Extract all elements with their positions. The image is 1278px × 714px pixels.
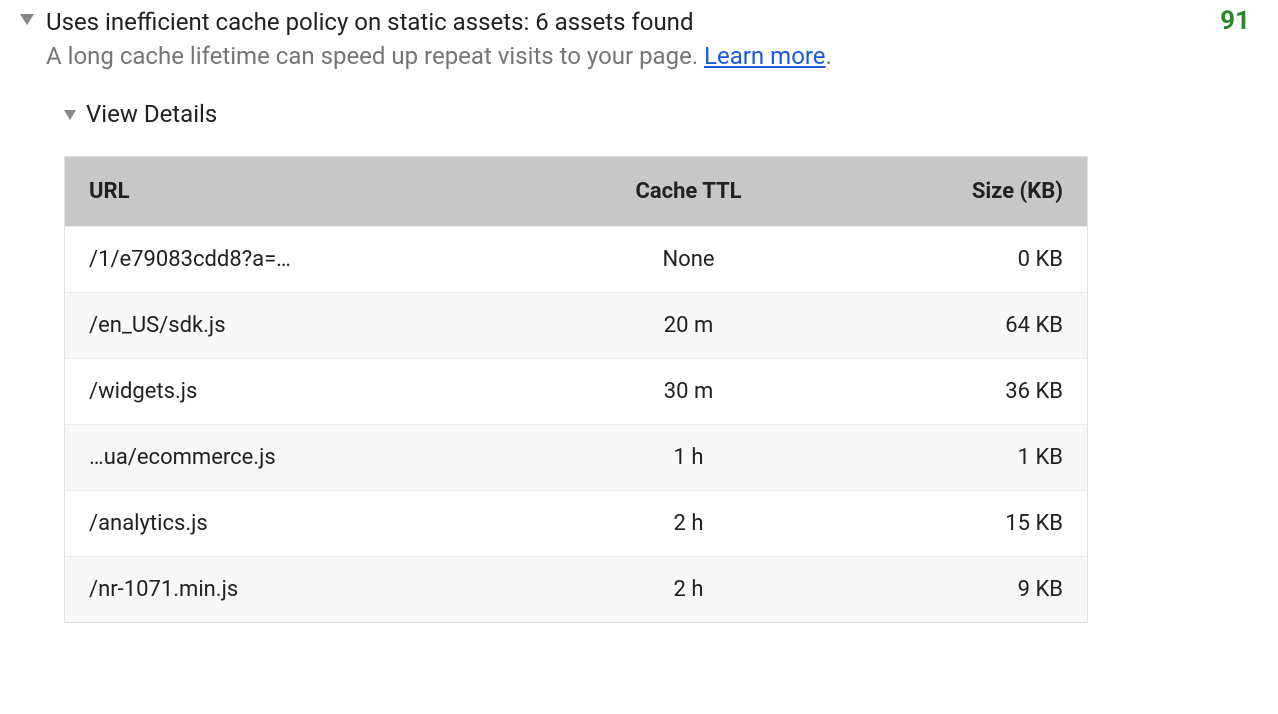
audit-text-block: Uses inefficient cache policy on static … [46, 6, 1196, 74]
audit-description: A long cache lifetime can speed up repea… [46, 40, 1196, 74]
cell-size: 9 KB [822, 556, 1088, 622]
cell-ttl: 20 m [556, 292, 822, 358]
audit-title: Uses inefficient cache policy on static … [46, 6, 1196, 38]
details-section: View Details URL Cache TTL Size (KB) /1/… [64, 100, 1258, 623]
cell-ttl: None [556, 226, 822, 292]
audit-header-row[interactable]: Uses inefficient cache policy on static … [20, 6, 1258, 74]
details-toggle[interactable]: View Details [64, 100, 1258, 128]
cache-assets-table: URL Cache TTL Size (KB) /1/e79083cdd8?a=… [64, 156, 1088, 623]
cell-ttl: 2 h [556, 490, 822, 556]
table-row: …ua/ecommerce.js1 h1 KB [65, 424, 1088, 490]
chevron-down-icon [64, 110, 76, 120]
cell-size: 15 KB [822, 490, 1088, 556]
audit-description-text: A long cache lifetime can speed up repea… [46, 42, 704, 70]
cell-size: 0 KB [822, 226, 1088, 292]
table-header-row: URL Cache TTL Size (KB) [65, 156, 1088, 226]
learn-more-link[interactable]: Learn more [704, 42, 825, 70]
cell-size: 1 KB [822, 424, 1088, 490]
col-header-size: Size (KB) [822, 156, 1088, 226]
cell-ttl: 30 m [556, 358, 822, 424]
audit-cache-policy: Uses inefficient cache policy on static … [0, 0, 1278, 643]
audit-score-badge: 91 [1220, 6, 1258, 36]
cell-url: /analytics.js [65, 490, 556, 556]
cell-url: /en_US/sdk.js [65, 292, 556, 358]
table-row: /nr-1071.min.js2 h9 KB [65, 556, 1088, 622]
table-row: /1/e79083cdd8?a=…None0 KB [65, 226, 1088, 292]
details-title: View Details [86, 100, 217, 128]
col-header-ttl: Cache TTL [556, 156, 822, 226]
cell-ttl: 2 h [556, 556, 822, 622]
cell-url: /1/e79083cdd8?a=… [65, 226, 556, 292]
cell-url: /widgets.js [65, 358, 556, 424]
table-row: /en_US/sdk.js20 m64 KB [65, 292, 1088, 358]
chevron-down-icon [20, 14, 34, 25]
cell-size: 36 KB [822, 358, 1088, 424]
cell-url: …ua/ecommerce.js [65, 424, 556, 490]
cell-size: 64 KB [822, 292, 1088, 358]
cell-url: /nr-1071.min.js [65, 556, 556, 622]
table-row: /analytics.js2 h15 KB [65, 490, 1088, 556]
table-row: /widgets.js30 m36 KB [65, 358, 1088, 424]
cell-ttl: 1 h [556, 424, 822, 490]
col-header-url: URL [65, 156, 556, 226]
audit-description-suffix: . [826, 42, 832, 70]
